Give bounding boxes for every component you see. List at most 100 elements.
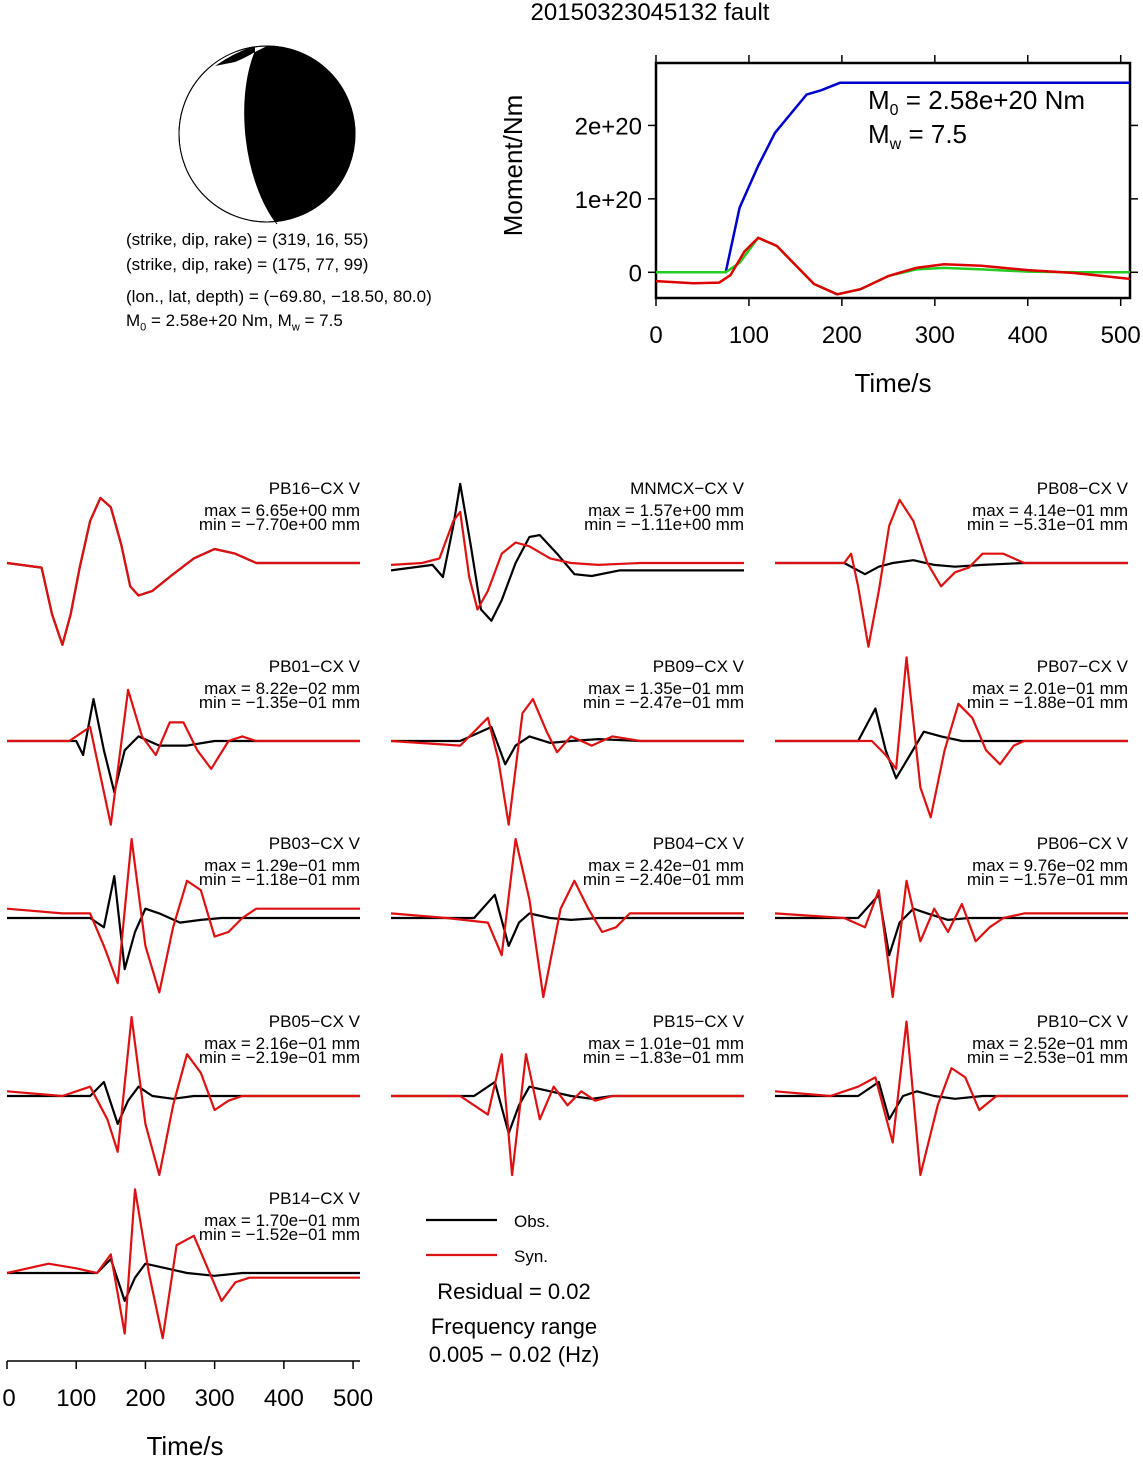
station-max: max = 8.22e−02 mm [204,679,360,698]
station-max: max = 9.76e−02 mm [972,856,1128,875]
station-name: MNMCX−CX V [630,479,744,498]
moment-plot-frame [654,61,1132,300]
station-min: min = −1.83e−01 mm [583,1048,744,1067]
wave-x-tick-label: 200 [125,1385,165,1412]
legend-syn-label: Syn. [514,1247,548,1266]
station-min: min = −2.19e−01 mm [199,1048,360,1067]
observed-trace [391,725,744,766]
station-min: min = −2.53e−01 mm [967,1048,1128,1067]
page-title: 20150323045132 fault [530,0,770,26]
station-name: PB16−CX V [269,479,361,498]
observed-trace [390,482,744,622]
synthetic-trace [775,498,1128,648]
moment-chart: 0 100 200 300 400 500 0 1e+20 2e+20 Time/s Moment/… [498,55,1141,398]
moment-x-tick-label: 0 [649,322,662,349]
nodal-plane-2: (strike, dip, rake) = (175, 77, 99) [126,255,369,274]
station-name: PB10−CX V [1037,1012,1129,1031]
observed-trace [391,1080,744,1135]
observed-trace [7,875,360,971]
synthetic-trace [391,1053,744,1177]
station-max: max = 1.70e−01 mm [204,1211,360,1230]
moment-x-tick-label: 100 [729,322,769,349]
frequency-range: 0.005 − 0.02 (Hz) [429,1342,600,1367]
station-max: max = 2.16e−01 mm [204,1034,360,1053]
residual-text: Residual = 0.02 [437,1279,591,1304]
wave-x-tick-label: 400 [264,1385,304,1412]
wave-x-tick-label: 100 [56,1385,96,1412]
station-min: min = −2.47e−01 mm [583,693,744,712]
moment-y-tick-label: 0 [629,260,642,287]
moment-magnitude-text: M0 = 2.58e+20 Nm, Mw = 7.5 [126,311,343,334]
station-name: PB04−CX V [653,834,745,853]
legend-obs-label: Obs. [514,1212,550,1231]
wave-x-tick-label: 300 [195,1385,235,1412]
station-name: PB03−CX V [269,834,361,853]
station-min: min = −2.40e−01 mm [583,870,744,889]
synthetic-trace [775,656,1128,819]
station-max: max = 2.01e−01 mm [972,679,1128,698]
observed-trace [775,707,1128,780]
nodal-plane-1: (strike, dip, rake) = (319, 16, 55) [126,230,369,249]
station-min: min = −1.88e−01 mm [967,693,1128,712]
moment-series-line-0 [656,81,1130,274]
station-max: max = 1.57e+00 mm [588,501,744,520]
wave-x-axis-label: Time/s [146,1431,223,1457]
moment-series-line-2 [655,236,1131,296]
moment-y-tick-label: 2e+20 [575,113,642,140]
beachball-icon [178,45,356,225]
synthetic-trace [6,1188,360,1340]
moment-x-tick-label: 200 [822,322,862,349]
station-max: max = 6.65e+00 mm [204,501,360,520]
synthetic-trace [774,879,1128,999]
synthetic-trace [390,837,744,999]
station-min: min = −1.57e−01 mm [967,870,1128,889]
synthetic-trace [6,496,360,646]
moment-x-tick-label: 400 [1008,322,1048,349]
station-name: PB06−CX V [1037,834,1129,853]
wave-x-tick-label: 0 [2,1385,15,1412]
station-name: PB08−CX V [1037,479,1129,498]
station-name: PB01−CX V [269,657,361,676]
moment-y-tick-label: 1e+20 [575,187,642,214]
wave-x-tick-label: 500 [333,1385,373,1412]
station-min: min = −1.35e−01 mm [199,693,360,712]
station-min: min = −1.52e−01 mm [199,1225,360,1244]
station-max: max = 1.01e−01 mm [588,1034,744,1053]
moment-x-axis-label: Time/s [854,368,931,398]
moment-y-axis-label: Moment/Nm [498,95,528,237]
location-text: (lon., lat, depth) = (−69.80, −18.50, 80… [126,287,432,306]
station-name: PB09−CX V [653,657,745,676]
station-max: max = 1.29e−01 mm [204,856,360,875]
station-min: min = −7.70e+00 mm [199,515,360,534]
moment-x-tick-label: 300 [915,322,955,349]
station-max: max = 2.42e−01 mm [588,856,744,875]
station-max: max = 1.35e−01 mm [588,679,744,698]
moment-annotation-m0: M0 = 2.58e+20 Nm [868,85,1085,119]
station-name: PB07−CX V [1037,657,1129,676]
observed-trace [7,1080,360,1125]
observed-trace [7,1257,360,1302]
synthetic-trace [390,698,744,826]
synthetic-trace [6,1015,360,1177]
observed-trace [775,559,1128,576]
observed-trace [391,893,744,947]
moment-annotation-mw: Mw = 7.5 [868,119,967,153]
synthetic-trace [6,837,360,994]
station-max: max = 4.14e−01 mm [972,501,1128,520]
frequency-label: Frequency range [431,1314,597,1339]
synthetic-trace [774,1020,1128,1177]
station-name: PB05−CX V [269,1012,361,1031]
